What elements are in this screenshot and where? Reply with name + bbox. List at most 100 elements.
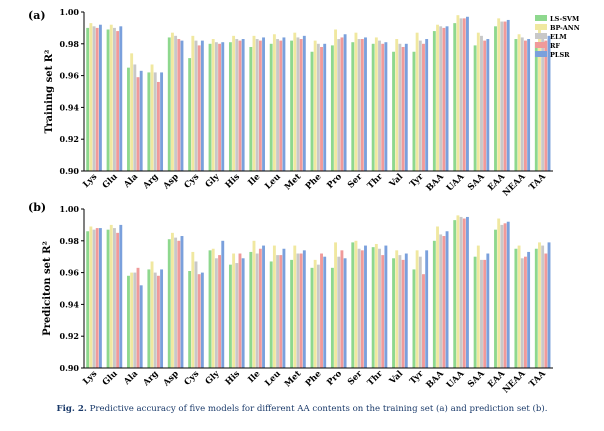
- bar-SAA-ELM: [480, 35, 483, 171]
- bar-Met-RF: [299, 39, 303, 171]
- bar-Cys-LS-SVM: [188, 271, 192, 368]
- bar-Arg-LS-SVM: [147, 72, 151, 171]
- bar-Cys-LS-SVM: [188, 58, 192, 171]
- bar-Ala-LS-SVM: [127, 67, 130, 171]
- legend-swatch-LS-SVM: [535, 15, 547, 21]
- bar-Phe-RF: [320, 46, 323, 172]
- bar-Asp-LS-SVM: [167, 37, 171, 171]
- bar-UAA-RF: [462, 18, 466, 171]
- bar-Ser-BP-ANN: [354, 32, 358, 171]
- caption-text: Predictive accuracy of five models for d…: [89, 404, 548, 414]
- bar-Tyr-RF: [422, 274, 425, 368]
- bar-Pro-RF: [340, 37, 344, 171]
- bar-SAA-PLSR: [486, 39, 490, 171]
- bar-Lys-ELM: [92, 26, 96, 172]
- bar-Met-ELM: [296, 37, 300, 171]
- bar-Glu-BP-ANN: [109, 24, 113, 171]
- bar-His-RF: [238, 253, 242, 368]
- bar-BAA-LS-SVM: [432, 240, 436, 368]
- bar-NEAA-ELM: [520, 37, 524, 171]
- y-axis-label: Prediciton set R²: [42, 241, 53, 336]
- bar-SAA-BP-ANN: [476, 32, 480, 171]
- bar-UAA-PLSR: [466, 16, 469, 171]
- bar-TAA-ELM: [541, 35, 545, 171]
- bar-Ser-BP-ANN: [354, 240, 358, 368]
- bar-TAA-PLSR: [547, 242, 551, 368]
- bar-Val-RF: [401, 46, 405, 172]
- bar-SAA-LS-SVM: [473, 256, 477, 368]
- bar-Gly-ELM: [214, 258, 218, 368]
- bar-Ala-BP-ANN: [130, 53, 134, 172]
- bar-Met-ELM: [296, 253, 300, 368]
- bar-Gly-BP-ANN: [211, 248, 215, 368]
- x-tick-label: NEAA: [501, 369, 528, 396]
- bar-Leu-RF: [279, 40, 283, 172]
- bar-Ile-LS-SVM: [249, 46, 253, 172]
- bar-EAA-RF: [503, 21, 507, 171]
- x-tick-label: Lys: [81, 369, 99, 387]
- bar-UAA-ELM: [459, 216, 463, 368]
- bar-Glu-PLSR: [119, 26, 123, 172]
- bar-TAA-RF: [544, 40, 548, 172]
- x-tick-label: Ile: [246, 172, 262, 188]
- bar-SAA-PLSR: [486, 253, 490, 368]
- bar-UAA-ELM: [459, 18, 463, 171]
- bar-Pro-RF: [340, 250, 344, 368]
- bar-Tyr-RF: [422, 43, 425, 171]
- bar-Val-LS-SVM: [392, 51, 395, 171]
- bar-Thr-BP-ANN: [374, 243, 378, 368]
- x-tick-label: Cys: [183, 369, 202, 388]
- bar-Lys-BP-ANN: [89, 226, 93, 368]
- panel-label: (a): [28, 9, 46, 22]
- bar-Tyr-PLSR: [425, 39, 429, 171]
- bar-Lys-PLSR: [98, 24, 102, 171]
- bar-Leu-RF: [279, 255, 283, 368]
- bar-Lys-LS-SVM: [86, 27, 90, 172]
- x-tick-label: SAA: [466, 369, 487, 390]
- y-axis-label: Training set R²: [44, 50, 55, 134]
- bar-UAA-BP-ANN: [456, 15, 460, 172]
- bar-Ile-BP-ANN: [252, 35, 256, 171]
- legend-label-RF: RF: [550, 42, 560, 50]
- x-tick-label: SAA: [466, 172, 487, 193]
- bar-Arg-ELM: [153, 272, 157, 368]
- bar-NEAA-LS-SVM: [514, 248, 518, 368]
- bar-Met-PLSR: [302, 35, 306, 171]
- bar-Leu-ELM: [276, 255, 280, 368]
- bar-Lys-PLSR: [98, 228, 102, 368]
- bar-Pro-ELM: [337, 39, 341, 171]
- bar-NEAA-LS-SVM: [514, 39, 518, 171]
- bar-Asp-PLSR: [180, 236, 184, 368]
- bar-Leu-ELM: [276, 39, 280, 171]
- bar-Cys-RF: [197, 274, 201, 368]
- bar-Val-LS-SVM: [392, 258, 395, 368]
- bar-UAA-RF: [462, 218, 466, 368]
- bar-Tyr-ELM: [418, 256, 422, 368]
- x-tick-label: BAA: [424, 172, 446, 194]
- x-tick-label: TAA: [527, 369, 548, 390]
- bar-BAA-BP-ANN: [436, 226, 439, 368]
- bar-Met-LS-SVM: [290, 259, 294, 368]
- x-tick-label: Tyr: [408, 369, 426, 387]
- x-tick-label: Pro: [325, 369, 344, 388]
- bar-Cys-BP-ANN: [191, 251, 195, 368]
- bar-Pro-BP-ANN: [334, 242, 337, 368]
- bar-Val-ELM: [398, 43, 402, 171]
- x-tick-label: Leu: [263, 369, 283, 389]
- bar-BAA-ELM: [439, 234, 443, 368]
- x-tick-label: Glu: [101, 369, 120, 388]
- bar-Cys-PLSR: [200, 272, 204, 368]
- bar-SAA-RF: [483, 259, 487, 368]
- bar-Arg-LS-SVM: [147, 269, 151, 368]
- bar-Ile-ELM: [255, 253, 259, 368]
- bar-Arg-PLSR: [160, 72, 164, 171]
- bar-Pro-ELM: [337, 256, 341, 368]
- bar-Pro-PLSR: [343, 258, 347, 368]
- bar-Thr-BP-ANN: [374, 37, 378, 171]
- bar-Thr-LS-SVM: [371, 247, 375, 368]
- bar-Asp-PLSR: [180, 40, 184, 172]
- bar-Glu-RF: [116, 232, 120, 368]
- bar-Ser-PLSR: [364, 37, 367, 171]
- x-tick-label: Met: [283, 369, 303, 389]
- bar-UAA-LS-SVM: [453, 23, 457, 171]
